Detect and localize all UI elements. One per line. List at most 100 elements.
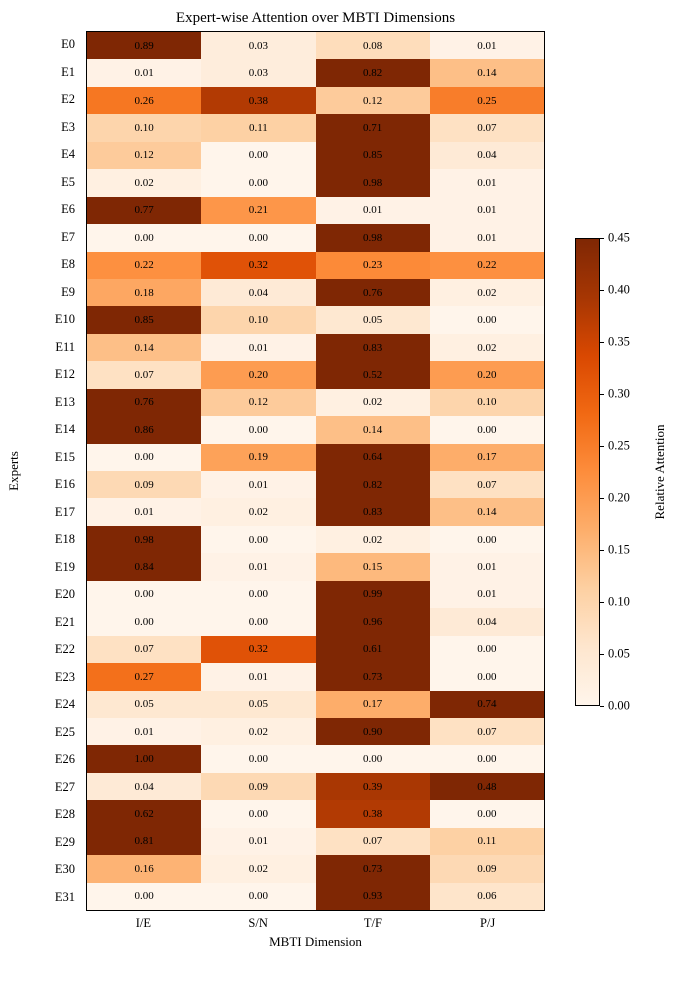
heatmap-cell: 0.08 [315, 32, 430, 60]
heatmap-cell: 0.84 [87, 553, 202, 581]
heatmap-cell: 0.22 [429, 251, 544, 279]
x-axis-label: MBTI Dimension [269, 934, 362, 949]
heatmap-cell: 0.02 [201, 855, 316, 883]
heatmap-cell: 0.32 [201, 251, 316, 279]
heatmap-cell: 0.83 [315, 498, 430, 526]
col-label: S/N [248, 916, 268, 930]
heatmap-cell: 0.17 [429, 443, 544, 471]
heatmap-cell: 0.07 [429, 471, 544, 499]
heatmap-cell: 0.20 [429, 361, 544, 389]
heatmap-cell: 0.10 [429, 388, 544, 417]
colorbar-tick-label: 0.05 [608, 646, 630, 661]
row-label: E7 [61, 229, 75, 244]
heatmap-cell: 0.01 [429, 580, 544, 609]
heatmap-cell: 0.85 [87, 306, 202, 334]
heatmap-cell: 0.73 [315, 663, 430, 691]
colorbar-tick [600, 446, 604, 447]
heatmap-cell: 0.01 [201, 827, 316, 856]
colorbar-tick-label: 0.45 [608, 230, 630, 245]
heatmap-cell: 0.64 [315, 443, 430, 471]
heatmap-cell: 0.26 [87, 86, 202, 115]
colorbar-tick [600, 654, 604, 655]
heatmap-cell: 0.00 [429, 416, 544, 444]
row-label: E21 [54, 614, 75, 629]
colorbar-tick [600, 290, 604, 291]
heatmap-cell: 0.00 [87, 224, 202, 252]
heatmap-cell: 0.82 [315, 59, 430, 87]
row-label: E29 [54, 834, 75, 849]
colorbar-tick-label: 0.00 [608, 698, 630, 713]
heatmap-cell: 0.00 [87, 882, 202, 910]
colorbar-tick [600, 342, 604, 343]
heatmap-cell: 0.00 [429, 306, 544, 334]
heatmap-cell: 0.21 [201, 196, 316, 225]
heatmap-cell: 0.71 [315, 114, 430, 142]
heatmap-cell: 0.02 [315, 525, 430, 554]
col-label: T/F [363, 916, 382, 930]
row-label: E26 [54, 752, 75, 767]
colorbar-tick [600, 238, 604, 239]
row-label: E9 [61, 284, 75, 299]
row-label: E15 [54, 449, 75, 464]
heatmap-cell: 0.00 [201, 745, 316, 773]
heatmap-cell: 0.09 [201, 772, 316, 801]
heatmap-cell: 0.05 [87, 690, 202, 718]
heatmap-cell: 0.00 [201, 608, 316, 636]
heatmap-cell: 0.62 [87, 800, 202, 828]
heatmap-cell: 0.05 [201, 690, 316, 718]
heatmap-cell: 0.00 [201, 141, 316, 170]
heatmap-cell: 0.20 [201, 361, 316, 389]
row-label: E2 [61, 92, 75, 107]
row-label: E14 [54, 422, 75, 437]
row-label: E13 [54, 394, 75, 409]
row-label: E30 [54, 862, 75, 877]
heatmap-cell: 0.02 [201, 498, 316, 526]
heatmap-cell: 0.38 [201, 86, 316, 115]
heatmap-cell: 0.09 [87, 471, 202, 499]
heatmap-cell: 0.01 [315, 196, 430, 225]
heatmap-cell: 0.07 [87, 635, 202, 664]
heatmap-cell: 0.32 [201, 635, 316, 664]
heatmap-cell: 0.76 [315, 278, 430, 307]
heatmap-cell: 0.03 [201, 32, 316, 60]
row-label: E20 [54, 587, 75, 602]
row-label: E10 [54, 312, 75, 327]
heatmap-cell: 0.04 [429, 608, 544, 636]
row-label: E23 [54, 669, 75, 684]
heatmap-cell: 0.99 [315, 580, 430, 609]
heatmap-cell: 0.15 [315, 553, 430, 581]
heatmap-cell: 0.01 [201, 471, 316, 499]
colorbar-tick [600, 550, 604, 551]
heatmap-cell: 0.04 [87, 772, 202, 801]
heatmap-cell: 0.96 [315, 608, 430, 636]
colorbar-tick-label: 0.25 [608, 438, 630, 453]
heatmap-cell: 0.01 [429, 169, 544, 197]
row-label: E25 [54, 724, 75, 739]
heatmap-cell: 0.06 [429, 882, 544, 910]
row-label: E16 [54, 477, 75, 492]
colorbar-tick [600, 394, 604, 395]
col-label: I/E [135, 916, 152, 930]
row-label: E8 [61, 257, 75, 272]
heatmap-cell: 0.01 [201, 333, 316, 362]
heatmap-cell: 0.00 [201, 580, 316, 609]
heatmap-cell: 0.39 [315, 772, 430, 801]
colorbar-tick-label: 0.10 [608, 594, 630, 609]
row-label: E17 [54, 504, 75, 519]
col-label: P/J [479, 916, 496, 930]
heatmap-cell: 0.00 [201, 169, 316, 197]
heatmap-cell: 0.00 [429, 745, 544, 773]
heatmap-cell: 0.98 [315, 169, 430, 197]
heatmap-cell: 0.14 [87, 333, 202, 362]
heatmap-cell: 0.04 [429, 141, 544, 170]
row-label: E19 [54, 559, 75, 574]
heatmap-cell: 0.00 [429, 800, 544, 828]
heatmap-cell: 0.52 [315, 361, 430, 389]
heatmap-cell: 0.04 [201, 278, 316, 307]
heatmap-cell: 0.01 [429, 196, 544, 225]
colorbar-tick-label: 0.30 [608, 386, 630, 401]
heatmap-cell: 0.18 [87, 278, 202, 307]
colorbar-tick [600, 602, 604, 603]
row-label: E18 [54, 532, 75, 547]
